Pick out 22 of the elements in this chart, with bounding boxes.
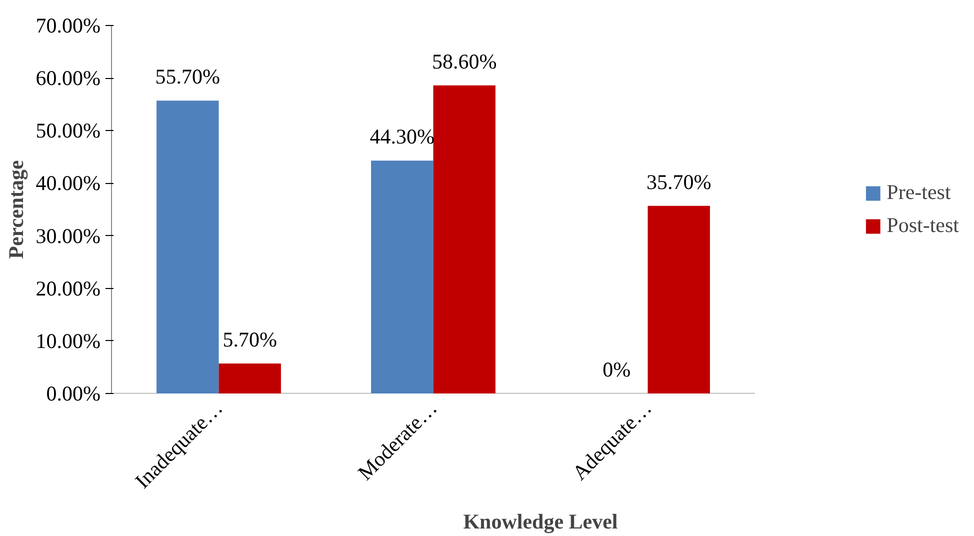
bar [156, 100, 219, 394]
bar [648, 206, 710, 394]
y-tick-label: 20.00% [36, 276, 101, 300]
bar [371, 160, 434, 394]
y-axis-title: Percentage [4, 160, 28, 259]
y-tick-label: 60.00% [36, 66, 101, 90]
data-label: 35.70% [646, 170, 712, 194]
data-label: 58.60% [432, 49, 497, 74]
bar [433, 85, 496, 394]
y-tick-label: 30.00% [36, 224, 101, 248]
legend-label: Post-test [886, 213, 959, 238]
y-tick-label: 10.00% [36, 328, 101, 353]
y-tick-label: 0.00% [46, 382, 101, 406]
x-axis-title: Knowledge Level [463, 509, 618, 534]
data-label: 0% [602, 358, 631, 382]
legend-label: Pre-test [886, 180, 951, 205]
data-label: 5.70% [222, 328, 277, 352]
data-label: 55.70% [155, 64, 220, 89]
y-tick-label: 40.00% [36, 171, 101, 196]
bar [218, 364, 281, 394]
y-tick-label: 70.00% [36, 14, 101, 38]
y-tick-label: 50.00% [36, 118, 101, 143]
